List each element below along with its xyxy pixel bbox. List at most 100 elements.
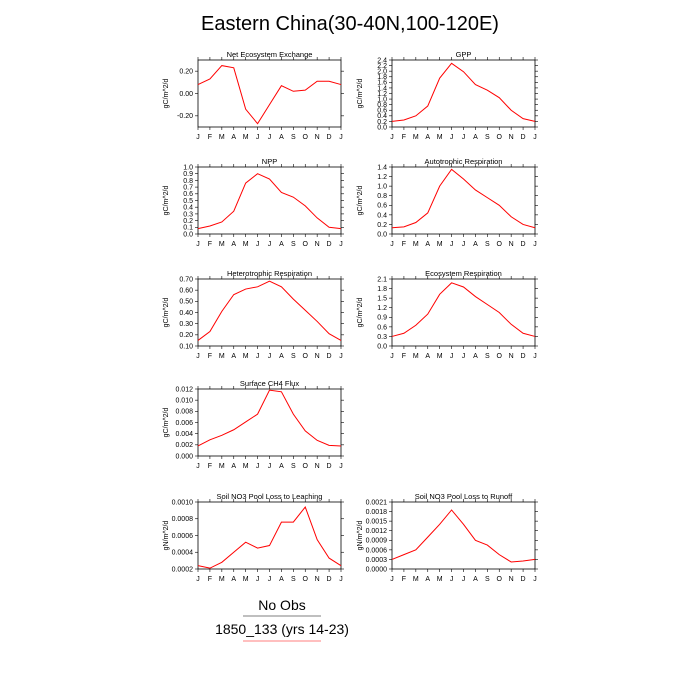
- x-tick-label: M: [243, 576, 249, 583]
- y-tick-label: 1.4: [377, 85, 387, 92]
- y-tick-label: 0.010: [175, 398, 193, 405]
- x-tick-label: J: [390, 576, 394, 583]
- y-tick-label: 0.0003: [366, 557, 388, 564]
- y-axis-label: gC/m^2/d: [163, 186, 170, 216]
- x-tick-label: M: [437, 134, 443, 141]
- legend-no-obs-label: No Obs: [258, 597, 305, 613]
- x-tick-label: J: [533, 241, 537, 248]
- panel-title: Ecosystem Respiration: [425, 269, 502, 278]
- x-tick-label: J: [339, 576, 343, 583]
- y-tick-label: 1.4: [377, 164, 387, 171]
- y-tick-label: 0.0: [377, 343, 387, 350]
- y-tick-label: 2.2: [377, 63, 387, 70]
- x-tick-label: F: [402, 134, 406, 141]
- x-tick-label: J: [256, 463, 260, 470]
- y-tick-label: 0.006: [175, 420, 193, 427]
- figure-title: Eastern China(30-40N,100-120E): [201, 13, 499, 35]
- chart-panel: Autotrophic Respiration 0.0 0.2 0.4 0.6 0.8 1.…: [357, 157, 538, 248]
- x-tick-label: J: [339, 463, 343, 470]
- panel-title: GPP: [456, 50, 472, 59]
- x-tick-label: A: [473, 241, 478, 248]
- y-tick-label: 0.9: [183, 171, 193, 178]
- x-tick-label: A: [231, 353, 236, 360]
- x-tick-label: O: [497, 576, 503, 583]
- x-tick-label: N: [509, 134, 514, 141]
- chart-panel: Soil NO3 Pool Loss to Leaching 0.0002 0.00…: [163, 492, 344, 583]
- legend-case-label: 1850_133 (yrs 14-23): [215, 621, 349, 637]
- series-line: [197, 173, 342, 230]
- x-tick-label: D: [327, 463, 332, 470]
- x-tick-label: M: [219, 463, 225, 470]
- x-tick-label: A: [231, 576, 236, 583]
- x-tick-label: J: [268, 241, 272, 248]
- panel-title: Surface CH4 Flux: [240, 379, 299, 388]
- x-tick-label: S: [485, 576, 490, 583]
- x-tick-label: J: [450, 241, 454, 248]
- x-tick-label: A: [425, 241, 430, 248]
- series-line: [391, 168, 536, 229]
- plot-frame: [197, 59, 342, 128]
- y-tick-label: -0.20: [177, 113, 193, 120]
- y-tick-label: 0.8: [377, 102, 387, 109]
- x-tick-label: O: [303, 241, 309, 248]
- x-tick-label: M: [437, 353, 443, 360]
- x-tick-label: M: [243, 353, 249, 360]
- x-tick-label: N: [315, 463, 320, 470]
- x-tick-label: A: [473, 576, 478, 583]
- x-tick-label: J: [268, 463, 272, 470]
- y-tick-label: 0.0021: [366, 499, 388, 506]
- y-tick-label: 1.0: [377, 184, 387, 191]
- y-axis-label: gN/m^2/d: [163, 521, 170, 551]
- x-tick-label: S: [291, 576, 296, 583]
- x-tick-label: S: [485, 241, 490, 248]
- x-tick-label: F: [208, 353, 212, 360]
- y-tick-label: 0.1: [183, 225, 193, 232]
- x-tick-label: M: [219, 134, 225, 141]
- x-tick-label: F: [208, 241, 212, 248]
- y-tick-label: 0.00: [179, 91, 193, 98]
- x-tick-label: A: [473, 353, 478, 360]
- x-tick-label: O: [303, 134, 309, 141]
- y-tick-label: 0.4: [377, 113, 387, 120]
- y-tick-label: 0.4: [183, 205, 193, 212]
- plot-frame: [391, 501, 536, 570]
- x-tick-label: O: [303, 463, 309, 470]
- x-tick-label: J: [462, 241, 466, 248]
- chart-panel: Surface CH4 Flux 0.000 0.002 0.004 0.006 0.00…: [163, 379, 344, 470]
- y-tick-label: 0.6: [183, 191, 193, 198]
- panel-title: Soil NO3 Pool Loss to Leaching: [217, 492, 323, 501]
- x-tick-label: J: [450, 576, 454, 583]
- series-line: [391, 509, 536, 563]
- chart-panel: GPP 0.00.20.40.60.81.01.21.41.61.82.02.22…: [357, 50, 538, 141]
- x-tick-label: D: [521, 353, 526, 360]
- x-tick-label: O: [303, 353, 309, 360]
- x-tick-label: J: [196, 241, 200, 248]
- plot-frame: [197, 278, 342, 347]
- x-tick-label: J: [196, 463, 200, 470]
- x-tick-label: J: [462, 576, 466, 583]
- y-tick-label: 0.000: [175, 453, 193, 460]
- x-tick-label: S: [485, 134, 490, 141]
- x-tick-label: J: [339, 241, 343, 248]
- y-tick-label: 0.2: [377, 222, 387, 229]
- x-tick-label: D: [521, 134, 526, 141]
- x-tick-label: D: [521, 241, 526, 248]
- series-line: [197, 65, 342, 125]
- plot-frame: [197, 501, 342, 570]
- legend: No Obs 1850_133 (yrs 14-23): [215, 597, 349, 642]
- x-tick-label: J: [450, 353, 454, 360]
- x-tick-label: J: [256, 241, 260, 248]
- y-axis-label: gC/m^2/d: [357, 298, 364, 328]
- y-tick-label: 0.3: [183, 211, 193, 218]
- x-tick-label: J: [450, 134, 454, 141]
- x-tick-label: F: [402, 576, 406, 583]
- x-tick-label: N: [315, 134, 320, 141]
- x-tick-label: M: [219, 241, 225, 248]
- x-tick-label: A: [425, 134, 430, 141]
- x-tick-label: D: [521, 576, 526, 583]
- x-tick-label: S: [291, 353, 296, 360]
- y-tick-label: 1.0: [377, 96, 387, 103]
- x-tick-label: A: [473, 134, 478, 141]
- y-axis-label: gC/m^2/d: [163, 408, 170, 438]
